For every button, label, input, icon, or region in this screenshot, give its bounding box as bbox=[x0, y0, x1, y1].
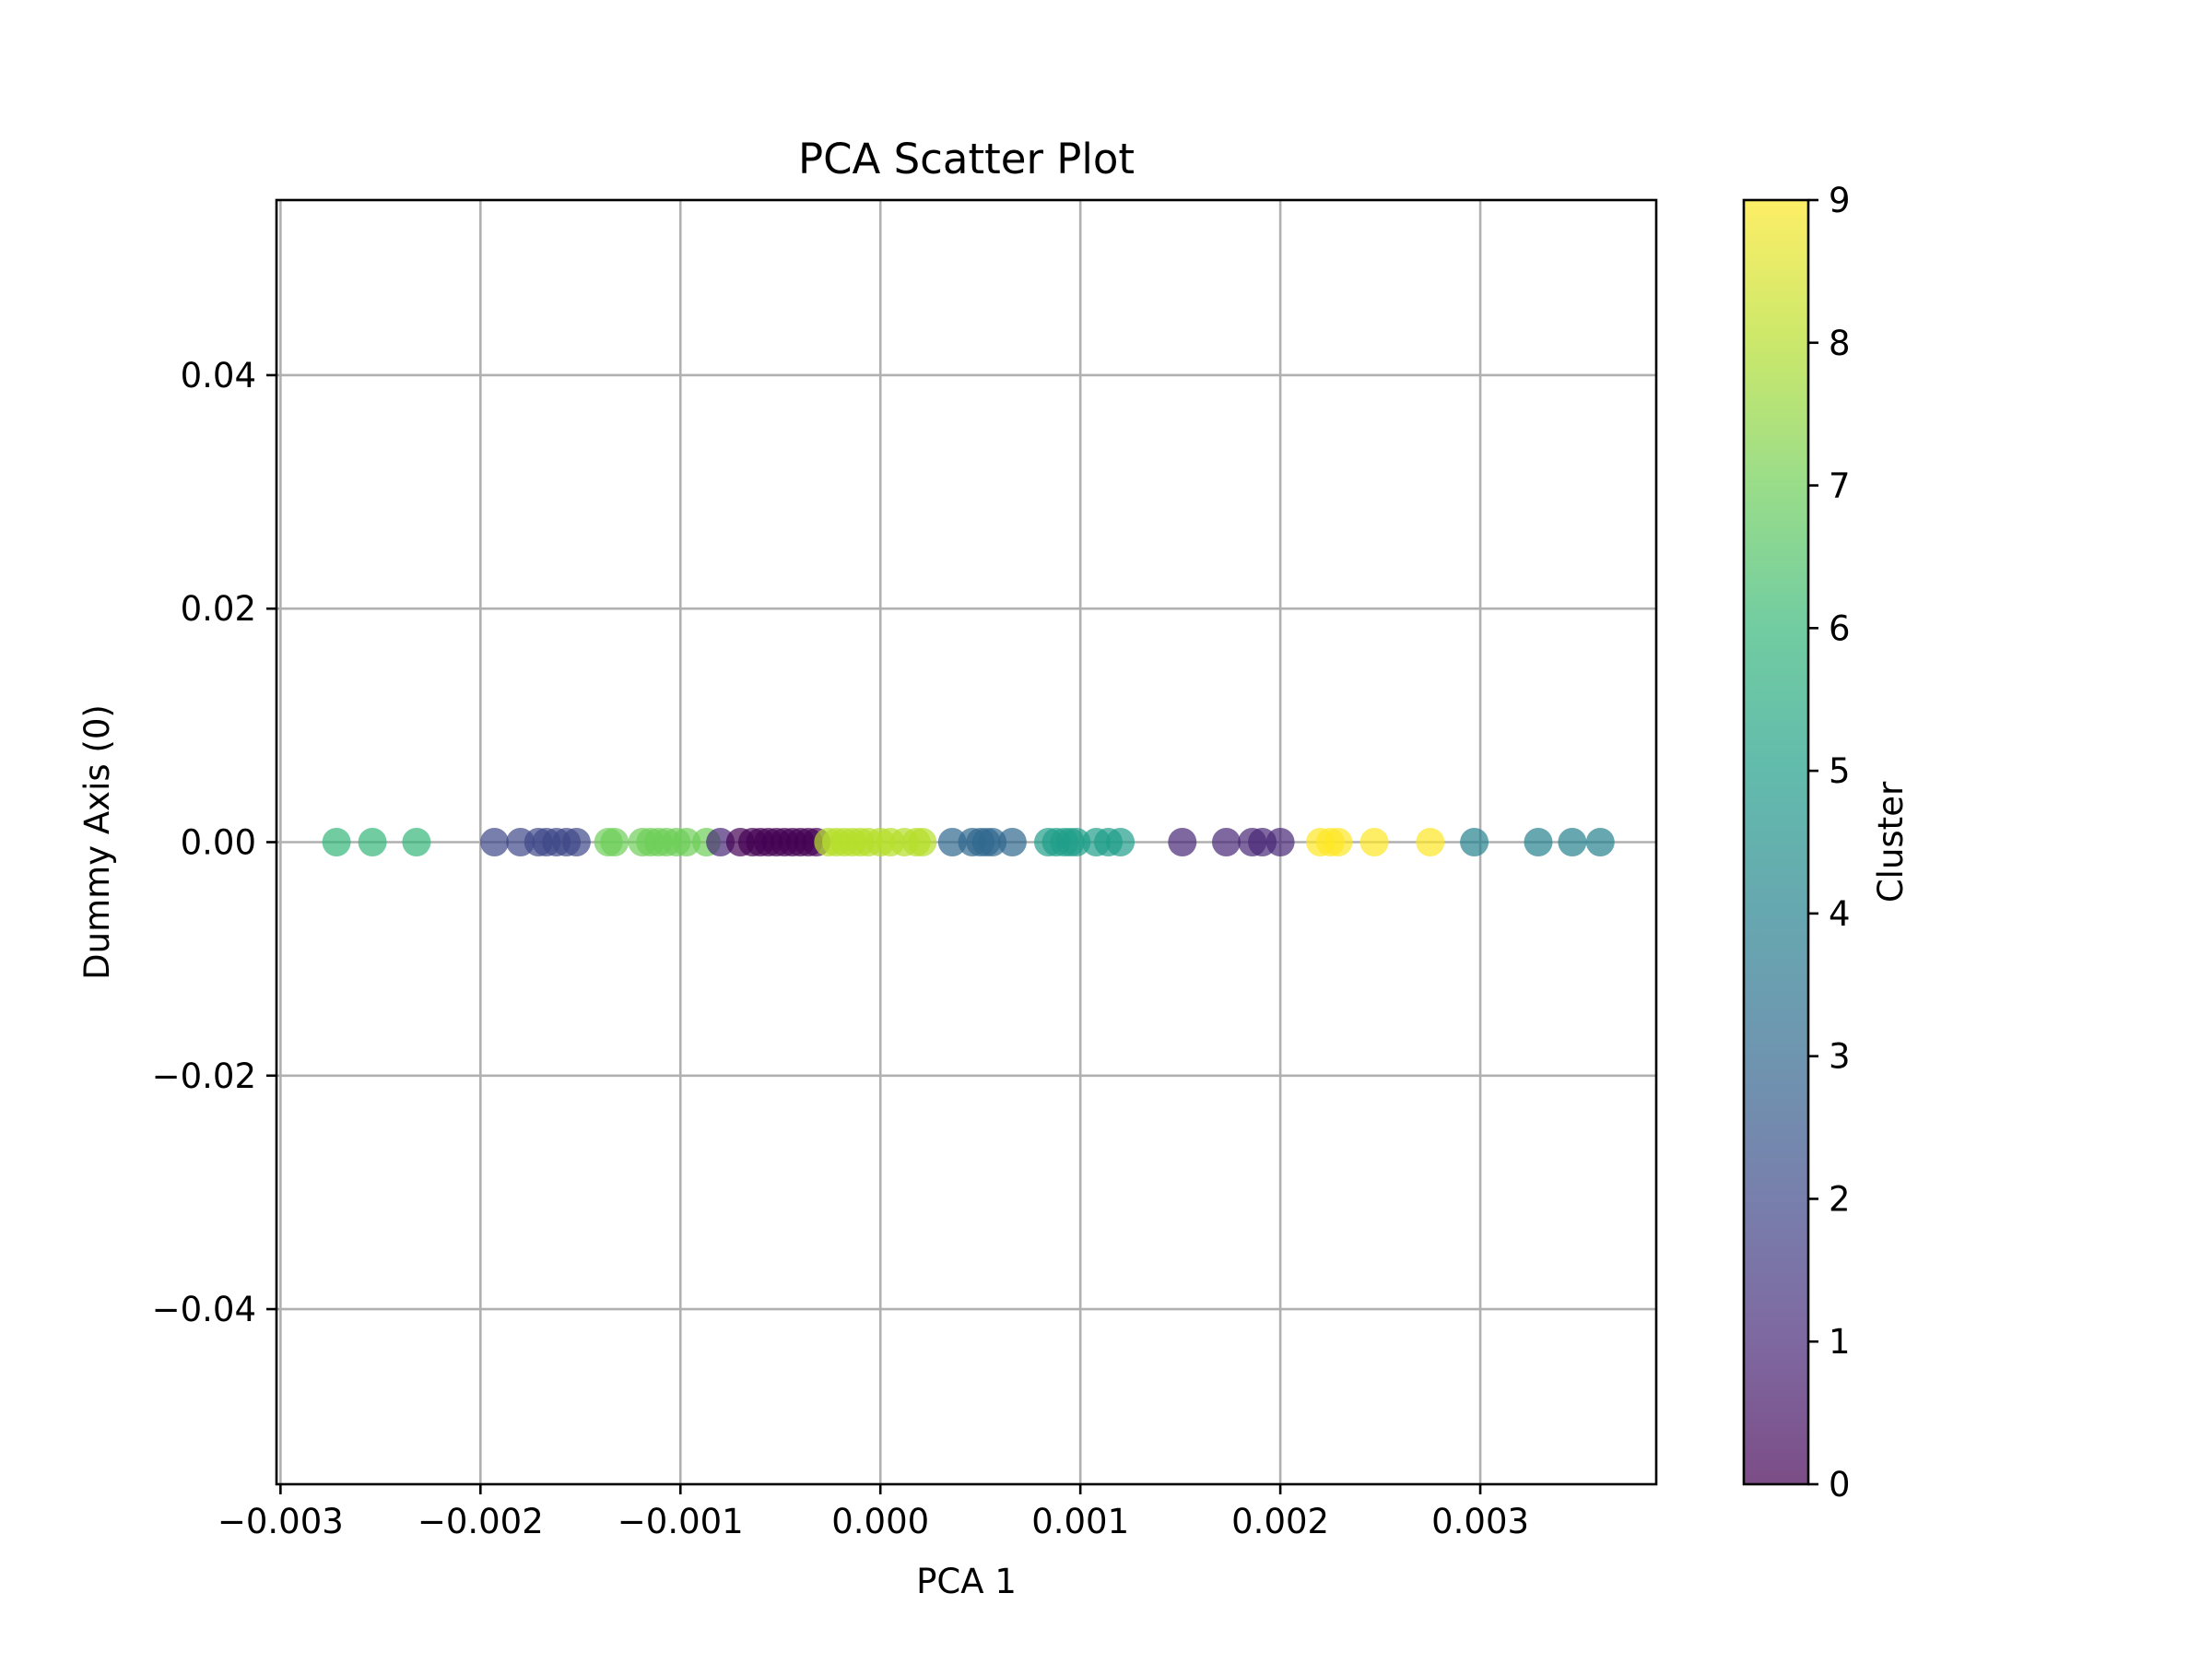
data-point bbox=[480, 828, 509, 856]
x-axis-ticks: −0.003 −0.002 −0.001 0.000 0.001 0.002 0.003 bbox=[218, 1484, 1529, 1541]
y-tick-label: 0.02 bbox=[181, 589, 256, 629]
y-tick-label: −0.04 bbox=[152, 1290, 256, 1329]
colorbar-tick-label: 9 bbox=[1829, 181, 1851, 220]
data-point bbox=[1524, 828, 1553, 856]
data-point bbox=[978, 828, 1007, 856]
data-points bbox=[322, 828, 1615, 856]
y-tick-label: −0.02 bbox=[152, 1056, 256, 1096]
data-point bbox=[997, 828, 1027, 856]
data-point bbox=[672, 828, 701, 856]
colorbar-ticks: 0 1 2 3 4 5 6 7 8 9 bbox=[1808, 181, 1851, 1505]
data-point bbox=[402, 828, 431, 856]
colorbar-tick-label: 5 bbox=[1829, 751, 1851, 791]
x-tick-label: −0.003 bbox=[218, 1502, 344, 1541]
colorbar-tick-label: 8 bbox=[1829, 324, 1851, 363]
data-point bbox=[600, 828, 629, 856]
colorbar-tick-label: 0 bbox=[1829, 1465, 1851, 1505]
data-point bbox=[1168, 828, 1197, 856]
data-point bbox=[908, 828, 937, 856]
data-point bbox=[1265, 828, 1295, 856]
colorbar-tick-label: 2 bbox=[1829, 1179, 1851, 1219]
x-tick-label: 0.001 bbox=[1031, 1502, 1129, 1541]
data-point bbox=[1416, 828, 1445, 856]
data-point bbox=[358, 828, 387, 856]
chart-title: PCA Scatter Plot bbox=[798, 135, 1135, 183]
colorbar-tick-label: 3 bbox=[1829, 1037, 1851, 1077]
colorbar: 0 1 2 3 4 5 6 7 8 9 Cluster bbox=[1742, 181, 1911, 1505]
colorbar-tick-label: 1 bbox=[1829, 1322, 1851, 1362]
x-tick-label: 0.002 bbox=[1231, 1502, 1329, 1541]
colorbar-tick-label: 7 bbox=[1829, 466, 1851, 506]
colorbar-frame bbox=[1742, 198, 1810, 1486]
data-point bbox=[322, 828, 351, 856]
x-tick-label: 0.003 bbox=[1431, 1502, 1529, 1541]
x-tick-label: 0.000 bbox=[831, 1502, 929, 1541]
data-point bbox=[706, 828, 735, 856]
y-axis-ticks: 0.04 0.02 0.00 −0.02 −0.04 bbox=[152, 356, 276, 1329]
data-point bbox=[1460, 828, 1489, 856]
data-point bbox=[1558, 828, 1587, 856]
x-tick-label: −0.001 bbox=[618, 1502, 744, 1541]
data-point bbox=[1359, 828, 1389, 856]
colorbar-gradient bbox=[1744, 200, 1808, 1484]
colorbar-label: Cluster bbox=[1871, 781, 1911, 903]
x-tick-label: −0.002 bbox=[418, 1502, 544, 1541]
data-point bbox=[1324, 828, 1353, 856]
data-point bbox=[561, 828, 591, 856]
data-point bbox=[1585, 828, 1615, 856]
x-axis-label: PCA 1 bbox=[916, 1562, 1017, 1601]
data-point bbox=[1062, 828, 1091, 856]
data-point bbox=[937, 828, 967, 856]
y-tick-label: 0.00 bbox=[181, 823, 256, 863]
y-axis-label: Dummy Axis (0) bbox=[77, 704, 117, 980]
colorbar-tick-label: 6 bbox=[1829, 608, 1851, 648]
data-point bbox=[1212, 828, 1241, 856]
data-point bbox=[1106, 828, 1135, 856]
colorbar-tick-label: 4 bbox=[1829, 894, 1851, 934]
y-tick-label: 0.04 bbox=[181, 356, 256, 395]
